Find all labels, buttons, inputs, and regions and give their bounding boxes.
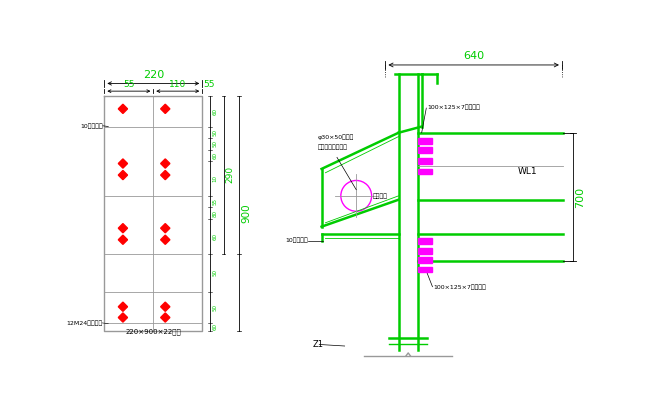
Text: 640: 640 [463, 51, 484, 61]
Polygon shape [118, 171, 127, 180]
Bar [418, 158, 432, 164]
Text: 50: 50 [213, 304, 217, 311]
Polygon shape [161, 235, 170, 244]
Polygon shape [118, 223, 127, 233]
Text: 60: 60 [213, 233, 217, 240]
Polygon shape [161, 104, 170, 114]
Text: 110: 110 [169, 80, 187, 89]
Text: 700: 700 [575, 186, 585, 208]
Text: 50: 50 [213, 140, 217, 147]
Polygon shape [118, 159, 127, 168]
Text: 60: 60 [213, 152, 217, 159]
Bar [418, 248, 432, 254]
Polygon shape [118, 302, 127, 311]
Text: 100×125×7厚加劲肋: 100×125×7厚加劲肋 [433, 284, 486, 290]
Bar [418, 147, 432, 153]
Polygon shape [161, 313, 170, 322]
Text: 220: 220 [143, 69, 164, 80]
Text: 80: 80 [213, 210, 217, 217]
Bar [418, 138, 432, 143]
Text: 50: 50 [213, 269, 217, 276]
Bar [418, 257, 432, 263]
Text: φ30×50长圆孔: φ30×50长圆孔 [318, 135, 354, 140]
Text: 55: 55 [203, 80, 215, 89]
Text: 10厚加劲板: 10厚加劲板 [80, 123, 103, 128]
Text: 60: 60 [213, 108, 217, 115]
Text: 55: 55 [123, 80, 135, 89]
Text: 55: 55 [213, 198, 217, 205]
Polygon shape [161, 223, 170, 233]
Text: 290: 290 [226, 166, 235, 183]
Polygon shape [161, 159, 170, 168]
Bar [418, 238, 432, 244]
Text: Z1: Z1 [313, 340, 323, 349]
Bar [418, 169, 432, 174]
Polygon shape [161, 171, 170, 180]
Text: 10厚加劲肋: 10厚加劲肋 [285, 238, 307, 243]
Polygon shape [118, 313, 127, 322]
Polygon shape [118, 235, 127, 244]
Text: 用于连接柱间支撑: 用于连接柱间支撑 [318, 144, 348, 150]
Text: 60: 60 [213, 323, 217, 330]
Text: 10: 10 [213, 175, 217, 182]
Text: 100×125×7厚加劲板: 100×125×7厚加劲板 [427, 104, 480, 110]
Text: 900: 900 [242, 203, 252, 223]
Text: 50: 50 [213, 129, 217, 136]
Polygon shape [118, 104, 127, 114]
Text: 12M24高强螺栓: 12M24高强螺栓 [66, 320, 102, 326]
Text: WL1: WL1 [518, 167, 538, 176]
Text: 220×900×22钢板: 220×900×22钢板 [125, 328, 181, 335]
Polygon shape [161, 302, 170, 311]
Bar [418, 267, 432, 272]
Text: 底面承杆: 底面承杆 [373, 193, 388, 199]
